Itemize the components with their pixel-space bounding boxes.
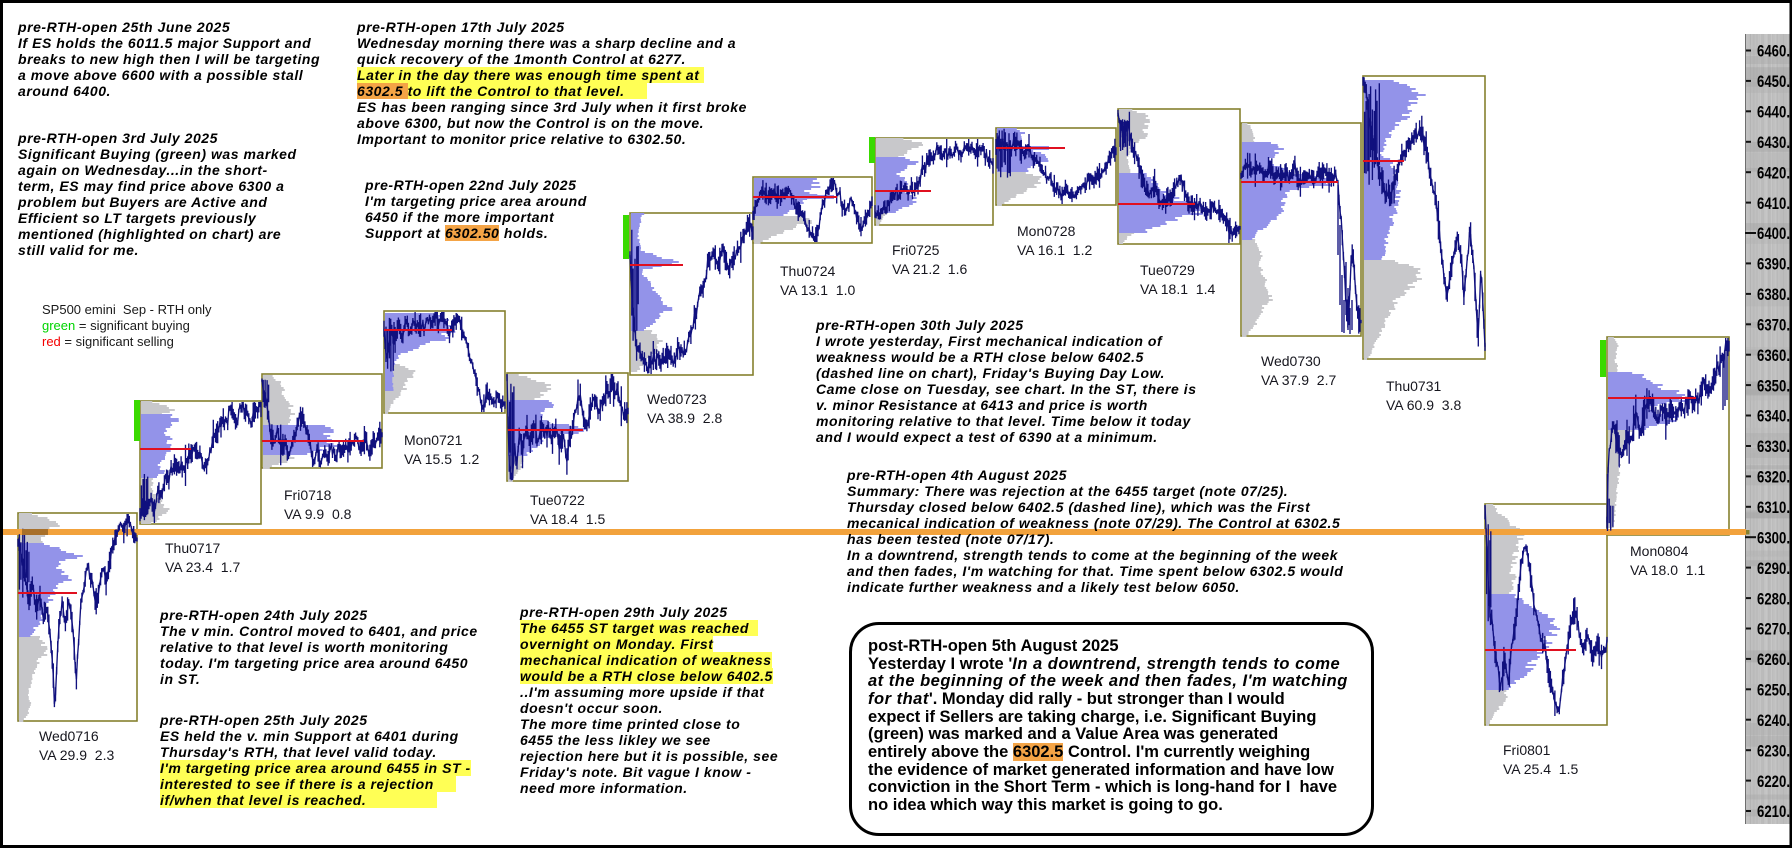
svg-text:6220.: 6220.	[1757, 772, 1790, 791]
svg-text:6330.: 6330.	[1757, 437, 1790, 456]
svg-text:6350.: 6350.	[1757, 376, 1790, 395]
svg-text:6340.: 6340.	[1757, 407, 1790, 426]
svg-text:6300.: 6300.	[1757, 528, 1790, 547]
svg-text:6410.: 6410.	[1757, 194, 1790, 213]
svg-text:6270.: 6270.	[1757, 620, 1790, 639]
svg-text:6380.: 6380.	[1757, 285, 1790, 304]
svg-text:6360.: 6360.	[1757, 346, 1790, 365]
svg-text:6420.: 6420.	[1757, 163, 1790, 182]
svg-text:6370.: 6370.	[1757, 316, 1790, 335]
svg-text:6210.: 6210.	[1757, 802, 1790, 821]
svg-text:6250.: 6250.	[1757, 681, 1790, 700]
svg-text:6430.: 6430.	[1757, 133, 1790, 152]
svg-text:6450.: 6450.	[1757, 72, 1790, 91]
svg-text:6290.: 6290.	[1757, 559, 1790, 578]
svg-text:6240.: 6240.	[1757, 711, 1790, 730]
svg-text:6230.: 6230.	[1757, 741, 1790, 760]
svg-text:6310.: 6310.	[1757, 498, 1790, 517]
svg-text:6280.: 6280.	[1757, 589, 1790, 608]
svg-text:6460.: 6460.	[1757, 42, 1790, 61]
svg-text:6440.: 6440.	[1757, 103, 1790, 122]
svg-text:6400.: 6400.	[1757, 224, 1790, 243]
svg-text:6260.: 6260.	[1757, 650, 1790, 669]
svg-text:6320.: 6320.	[1757, 468, 1790, 487]
svg-text:6390.: 6390.	[1757, 255, 1790, 274]
